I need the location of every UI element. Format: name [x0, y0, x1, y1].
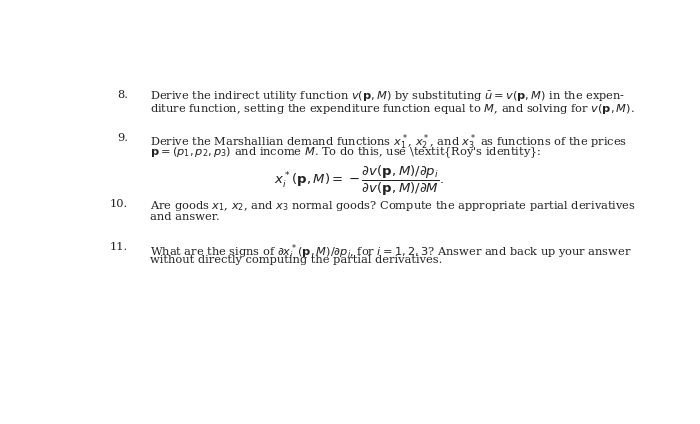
Text: What are the signs of $\partial x_i^*(\mathbf{p}, M)/\partial p_i$, for $i = 1, : What are the signs of $\partial x_i^*(\m… — [150, 242, 631, 262]
Text: 10.: 10. — [110, 199, 128, 209]
Text: $x_i^*(\mathbf{p}, M) = -\dfrac{\partial v(\mathbf{p}, M)/\partial p_i}{\partial: $x_i^*(\mathbf{p}, M) = -\dfrac{\partial… — [274, 164, 444, 198]
Text: diture function, setting the expenditure function equal to $M$, and solving for : diture function, setting the expenditure… — [150, 103, 635, 117]
Text: without directly computing the partial derivatives.: without directly computing the partial d… — [150, 254, 442, 265]
Text: 11.: 11. — [110, 242, 128, 252]
Text: 8.: 8. — [117, 90, 128, 100]
Text: Are goods $x_1$, $x_2$, and $x_3$ normal goods? Compute the appropriate partial : Are goods $x_1$, $x_2$, and $x_3$ normal… — [150, 199, 636, 213]
Text: Derive the Marshallian demand functions $x_1^*$, $x_2^*$, and $x_3^*$ as functio: Derive the Marshallian demand functions … — [150, 133, 627, 152]
Text: and answer.: and answer. — [150, 212, 220, 222]
Text: Derive the indirect utility function $v(\mathbf{p}, M)$ by substituting $\bar{u}: Derive the indirect utility function $v(… — [150, 90, 625, 104]
Text: $\mathbf{p} = (p_1, p_2, p_3)$ and income $M$. To do this, use \textit{Roy's ide: $\mathbf{p} = (p_1, p_2, p_3)$ and incom… — [150, 145, 541, 160]
Text: 9.: 9. — [117, 133, 128, 143]
